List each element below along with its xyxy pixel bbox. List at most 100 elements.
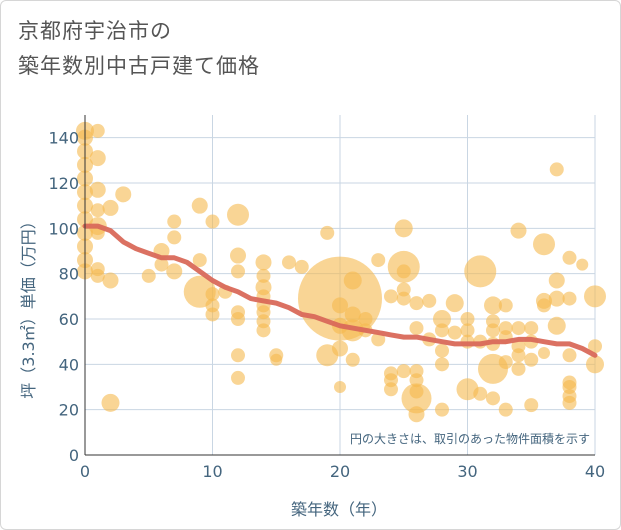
trend-line bbox=[82, 223, 598, 358]
chart-title-line1: 京都府宇治市の bbox=[18, 19, 172, 43]
bubble-point bbox=[409, 296, 424, 311]
bubble-point bbox=[343, 271, 362, 290]
x-tick-label: 30 bbox=[457, 462, 477, 481]
bubble-point bbox=[255, 254, 272, 271]
bubble-point bbox=[396, 264, 411, 279]
bubble-point bbox=[231, 312, 245, 326]
bubble-point bbox=[548, 290, 565, 307]
bubble-point bbox=[294, 259, 309, 274]
bubble-point bbox=[192, 253, 207, 268]
bubble-point bbox=[409, 373, 424, 388]
bubble-point bbox=[90, 203, 105, 218]
bubble-point bbox=[511, 321, 526, 336]
bubble-point bbox=[102, 272, 119, 289]
bubble-point bbox=[484, 296, 502, 315]
chart-title-line2: 築年数別中古戸建て価格 bbox=[18, 54, 260, 78]
bubble-point bbox=[167, 230, 182, 245]
bubble-point bbox=[547, 316, 566, 335]
bubble-point bbox=[511, 348, 526, 363]
bubble-point bbox=[524, 321, 539, 336]
bubble-point bbox=[498, 402, 513, 417]
bubble-point bbox=[435, 343, 449, 358]
bubble-point bbox=[498, 355, 513, 370]
bubble-point bbox=[435, 402, 449, 417]
bubble-point bbox=[486, 391, 500, 406]
bubble-point bbox=[154, 257, 169, 272]
bubble-point bbox=[89, 150, 106, 167]
bubble-point bbox=[445, 294, 464, 313]
bubble-point bbox=[562, 395, 577, 410]
bubble-point bbox=[486, 323, 500, 338]
bubble-point bbox=[548, 272, 565, 289]
bubble-point bbox=[183, 275, 216, 308]
bubble-point bbox=[447, 325, 462, 340]
y-tick-label: 100 bbox=[48, 219, 79, 238]
bubble-point bbox=[141, 268, 156, 283]
bubble-point bbox=[332, 297, 348, 314]
y-axis-label: 坪（3.3㎡）単価（万円） bbox=[19, 213, 38, 398]
bubble-point bbox=[562, 291, 577, 306]
bubble-point bbox=[231, 348, 245, 363]
bubble-point bbox=[433, 310, 451, 328]
bubble-point bbox=[460, 323, 475, 338]
bubble-point bbox=[409, 321, 424, 336]
bubble-point bbox=[270, 353, 283, 366]
bubble-point bbox=[320, 225, 335, 240]
bubble-point bbox=[401, 383, 432, 414]
trend-layer bbox=[82, 223, 598, 358]
bubble-point bbox=[90, 123, 105, 138]
y-tick-label: 40 bbox=[59, 355, 79, 374]
x-tick-label: 10 bbox=[202, 462, 222, 481]
x-tick-label: 40 bbox=[585, 462, 605, 481]
bubble-point bbox=[460, 312, 475, 326]
bubble-point bbox=[549, 162, 564, 177]
bubble-point bbox=[115, 186, 132, 203]
bubble-point bbox=[191, 197, 208, 214]
bubble-point bbox=[205, 307, 220, 322]
bubble-point bbox=[334, 381, 346, 393]
bubble-point bbox=[538, 347, 550, 359]
bubble-point bbox=[588, 339, 602, 354]
bubble-point bbox=[231, 370, 245, 385]
y-tick-label: 20 bbox=[59, 401, 79, 420]
bubble-point bbox=[230, 247, 246, 264]
bubble-point bbox=[435, 323, 449, 338]
bubble-point bbox=[510, 222, 527, 239]
bubble-point bbox=[345, 352, 360, 367]
bubble-point bbox=[498, 298, 513, 313]
bubble-point bbox=[90, 268, 105, 283]
bubble-point bbox=[205, 214, 220, 229]
x-axis-label: 築年数（年） bbox=[291, 500, 387, 519]
bubble-point bbox=[435, 357, 449, 372]
x-tick-label: 20 bbox=[330, 462, 350, 481]
bubble-point bbox=[537, 298, 551, 313]
bubble-point bbox=[464, 255, 497, 288]
chart-title: 京都府宇治市の 築年数別中古戸建て価格 bbox=[18, 14, 260, 84]
bubble-point bbox=[167, 214, 182, 229]
bubble-point bbox=[524, 398, 539, 413]
bubble-point bbox=[166, 263, 183, 280]
bubble-point bbox=[371, 332, 386, 347]
bubble-point bbox=[332, 340, 348, 357]
bubble-point bbox=[101, 393, 120, 412]
x-tick-label: 0 bbox=[80, 462, 90, 481]
bubble-point bbox=[396, 291, 411, 306]
axes: 0 20 40 60 80 100 120 140 0 10 20 30 40 bbox=[48, 115, 605, 481]
bubble-point bbox=[584, 285, 606, 308]
y-tick-label: 80 bbox=[59, 265, 79, 284]
bubble-point bbox=[511, 361, 526, 376]
bubble-point bbox=[371, 253, 386, 268]
bubble-point bbox=[256, 323, 271, 338]
bubble-point bbox=[256, 268, 271, 283]
bubble-size-note: 円の大きさは、取引のあった物件面積を示す bbox=[350, 431, 590, 446]
bubble-point bbox=[456, 378, 479, 401]
bubble-point bbox=[394, 219, 413, 238]
bubble-point bbox=[586, 355, 604, 374]
bubble-layer bbox=[76, 121, 606, 423]
y-tick-label: 140 bbox=[48, 129, 79, 148]
bubble-point bbox=[422, 293, 437, 308]
bubble-point bbox=[205, 287, 220, 302]
bubble-point bbox=[384, 382, 398, 397]
